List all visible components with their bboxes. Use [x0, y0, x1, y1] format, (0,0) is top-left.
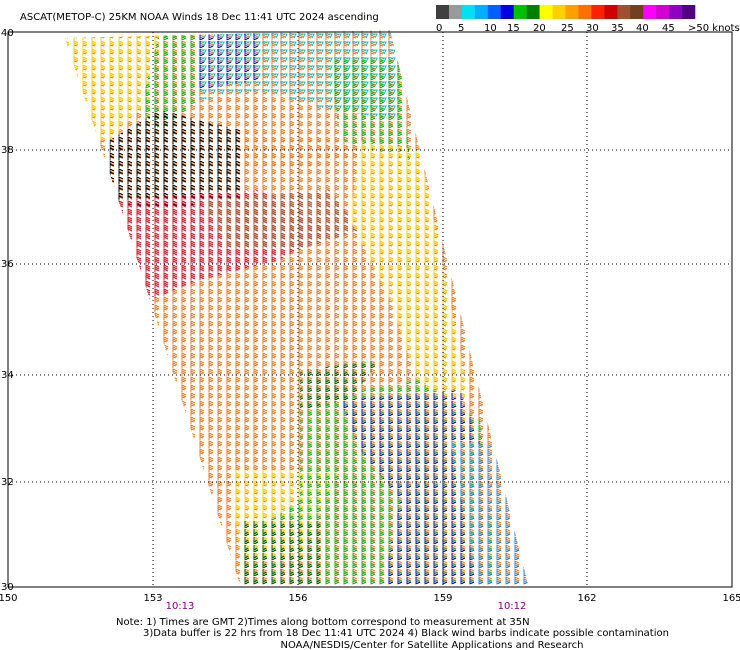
lon-label: 150 [0, 593, 18, 604]
color-cell [448, 5, 463, 19]
color-cell [578, 5, 592, 19]
color-cell [461, 5, 476, 19]
color-label: 0 [436, 23, 442, 34]
color-cell [513, 5, 527, 19]
color-label: 20 [533, 23, 546, 34]
color-label: 30 [586, 23, 599, 34]
note: 3)Data buffer is 22 hrs from 18 Dec 11:4… [143, 628, 669, 639]
color-cell [565, 5, 579, 19]
color-label: 40 [636, 23, 649, 34]
map-title: ASCAT(METOP-C) 25KM NOAA Winds 18 Dec 11… [20, 12, 379, 23]
time-label: 10:12 [498, 601, 527, 612]
graticule [8, 32, 732, 587]
lat-label: 30 [1, 582, 14, 593]
color-cell [552, 5, 566, 19]
note: NOAA/NESDIS/Center for Satellite Applica… [280, 640, 583, 650]
color-cell [591, 5, 605, 19]
color-cell [604, 5, 618, 19]
color-label: 10 [484, 23, 497, 34]
lat-label: 36 [1, 259, 14, 270]
color-cell [487, 5, 502, 19]
lon-label: 153 [143, 593, 162, 604]
color-label: 5 [458, 23, 464, 34]
lon-label: 165 [722, 593, 740, 604]
color-cell [656, 5, 670, 19]
lat-label: 34 [1, 370, 14, 381]
color-cell [474, 5, 489, 19]
color-cell [539, 5, 553, 19]
color-cell [436, 5, 450, 19]
color-cell [617, 5, 631, 19]
lat-label: 38 [1, 145, 14, 156]
color-cell [526, 5, 540, 19]
lat-label: 32 [1, 477, 14, 488]
lon-label: 162 [577, 593, 596, 604]
color-cell [500, 5, 514, 19]
color-cell [630, 5, 644, 19]
note: Note: 1) Times are GMT 2)Times along bot… [116, 617, 530, 628]
lon-label: 159 [433, 593, 452, 604]
color-bar: 0 5 10 15 20 25 30 35 40 45 >50 knots [436, 5, 740, 34]
color-label: 35 [611, 23, 624, 34]
lat-label: 40 [1, 28, 14, 39]
color-cell [669, 5, 683, 19]
color-label: 25 [561, 23, 574, 34]
map-frame [7, 31, 733, 588]
color-label: 15 [507, 23, 520, 34]
color-label: 45 [662, 23, 675, 34]
color-label: >50 knots [688, 23, 740, 34]
color-cell [682, 5, 696, 19]
time-label: 10:13 [166, 601, 195, 612]
color-cell [643, 5, 657, 19]
lon-label: 156 [288, 593, 307, 604]
